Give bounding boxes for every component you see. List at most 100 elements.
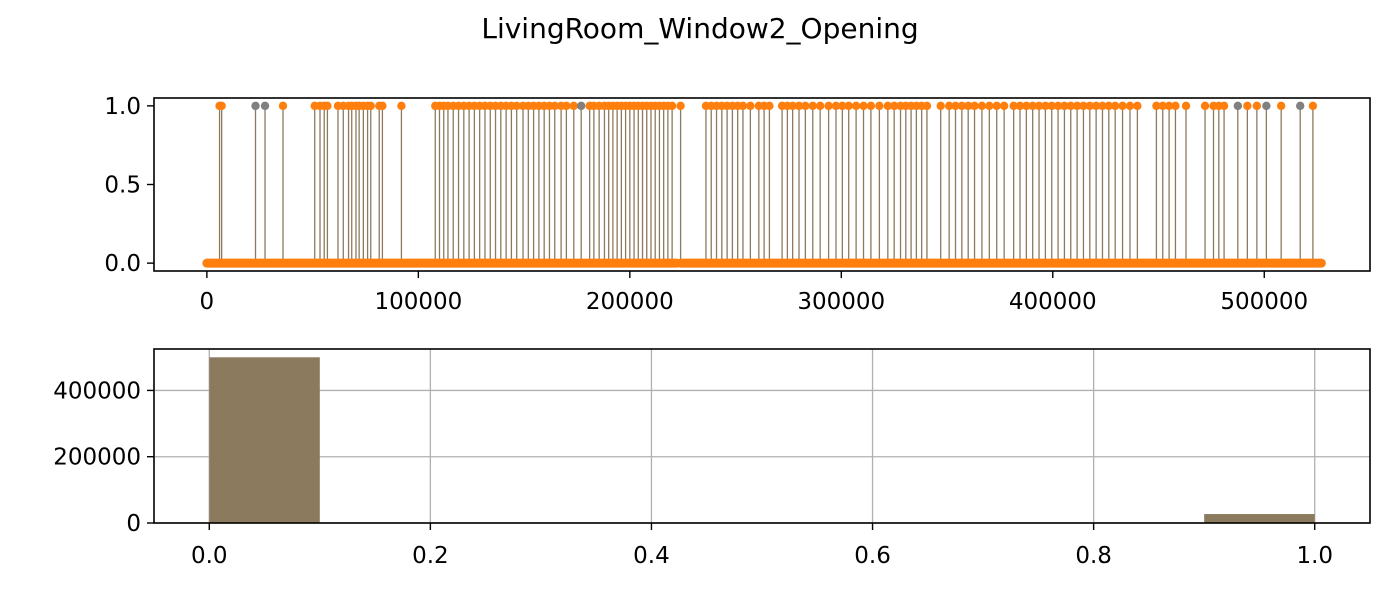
figure-title: LivingRoom_Window2_Opening — [481, 12, 918, 45]
event-marker — [1200, 101, 1210, 111]
event-marker — [1079, 101, 1088, 111]
x-tick-label: 0.4 — [633, 543, 670, 569]
event-marker — [1047, 101, 1056, 111]
event-markers — [215, 101, 1318, 111]
event-marker — [217, 101, 226, 111]
event-marker — [512, 101, 521, 111]
event-marker — [278, 101, 288, 111]
event-marker — [992, 101, 1001, 111]
event-marker — [1118, 101, 1127, 111]
event-marker — [951, 101, 960, 111]
x-tick-label: 0.8 — [1075, 543, 1112, 569]
event-marker — [1072, 101, 1082, 111]
event-marker — [838, 101, 847, 111]
y-tick-label: 1.0 — [104, 94, 141, 120]
event-marker — [883, 101, 893, 111]
event-marker — [562, 101, 571, 111]
event-marker — [1034, 101, 1044, 111]
event-marker — [1308, 101, 1318, 111]
event-marker — [1133, 101, 1142, 111]
event-marker — [1104, 101, 1114, 111]
event-marker — [1152, 101, 1161, 111]
x-tick-label: 500000 — [1220, 289, 1308, 315]
event-marker — [1164, 101, 1174, 111]
event-marker — [889, 101, 899, 111]
event-marker — [1110, 101, 1120, 111]
y-tick-label: 400000 — [53, 378, 141, 404]
event-marker — [251, 101, 260, 111]
y-tick-label: 0 — [126, 511, 141, 537]
event-marker — [957, 101, 967, 111]
event-marker — [963, 101, 973, 111]
histogram-bars — [209, 357, 1315, 523]
event-marker — [875, 101, 884, 111]
event-marker — [1053, 101, 1063, 111]
y-tick-label: 200000 — [53, 445, 141, 471]
event-marker — [788, 101, 797, 111]
x-tick-label: 200000 — [586, 289, 674, 315]
event-marker — [569, 101, 578, 111]
event-marker — [550, 101, 559, 111]
event-marker — [260, 101, 270, 111]
event-marker — [922, 101, 932, 111]
event-marker — [801, 101, 810, 111]
x-tick-label: 100000 — [374, 289, 462, 315]
event-marker — [397, 101, 406, 111]
x-tick-label: 0.6 — [854, 543, 891, 569]
event-marker — [1015, 101, 1025, 111]
event-marker — [1181, 101, 1191, 111]
event-marker — [1028, 101, 1037, 111]
event-marker — [676, 101, 685, 111]
x-tick-label: 300000 — [797, 289, 885, 315]
event-marker — [1066, 101, 1075, 111]
event-marker — [944, 101, 954, 111]
x-tick-label: 0.0 — [191, 543, 228, 569]
event-marker — [1060, 101, 1069, 111]
histogram-ticks: 0.0 0.2 0.4 0.6 0.8 1.0 0 200000 400000 — [53, 378, 1333, 569]
event-marker — [866, 101, 876, 111]
event-marker — [794, 101, 804, 111]
event-marker — [1085, 101, 1094, 111]
event-marker — [1243, 101, 1252, 111]
event-marker — [1158, 101, 1167, 111]
x-tick-label: 400000 — [1009, 289, 1097, 315]
event-marker — [831, 101, 841, 111]
event-marker — [851, 101, 861, 111]
stem-plot-axes: 0 100000 200000 300000 400000 500000 0.0 0.5 1.0 — [104, 94, 1371, 315]
x-tick-label: 1.0 — [1296, 543, 1333, 569]
event-marker — [366, 101, 375, 111]
y-tick-label: 0.5 — [104, 173, 141, 199]
event-marker — [1252, 101, 1262, 111]
event-marker — [667, 101, 677, 111]
event-marker — [1022, 101, 1031, 111]
histogram-bar — [1204, 514, 1315, 523]
histogram-bar — [209, 357, 320, 523]
event-marker — [970, 101, 979, 111]
event-marker — [576, 101, 586, 111]
event-marker — [999, 101, 1009, 111]
event-marker — [985, 101, 994, 111]
x-tick-label: 0 — [200, 289, 215, 315]
event-marker — [1009, 101, 1018, 111]
event-marker — [1098, 101, 1107, 111]
event-marker — [1125, 101, 1135, 111]
histogram-frame — [153, 348, 1371, 524]
event-marker — [1219, 101, 1229, 111]
event-marker — [859, 101, 868, 111]
event-marker — [936, 101, 945, 111]
event-marker — [824, 101, 833, 111]
event-marker — [378, 101, 387, 111]
stem-plot-ticks: 0 100000 200000 300000 400000 500000 0.0 0.5 1.0 — [104, 94, 1308, 315]
event-marker — [808, 101, 817, 111]
event-marker — [323, 101, 332, 111]
stem-lines — [218, 105, 1314, 264]
event-marker — [1041, 101, 1050, 111]
event-marker — [1296, 101, 1305, 111]
event-marker — [1171, 101, 1180, 111]
event-marker — [1262, 101, 1271, 111]
event-marker — [765, 101, 774, 111]
x-tick-label: 0.2 — [412, 543, 449, 569]
event-marker — [815, 101, 825, 111]
y-tick-label: 0.0 — [104, 251, 141, 277]
